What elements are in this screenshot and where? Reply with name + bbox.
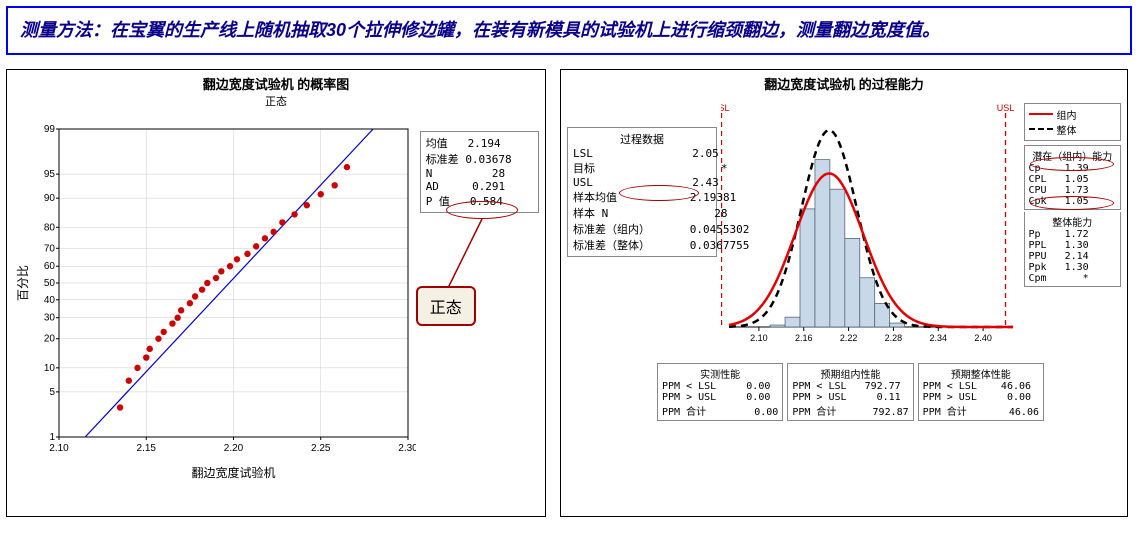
perf-title: 实测性能: [662, 366, 778, 381]
normal-callout: 正态: [416, 286, 476, 326]
curve-legend: 组内 整体: [1024, 103, 1122, 141]
svg-text:70: 70: [44, 243, 56, 254]
perf-title: 预期整体性能: [923, 366, 1039, 381]
overall-capability-box: 整体能力 Pp 1.72PPL 1.30PPU 2.14Ppk 1.30Cpm …: [1024, 212, 1122, 287]
svg-text:2.10: 2.10: [49, 443, 69, 454]
capability-panel: 翻边宽度试验机 的过程能力 过程数据 LSL 2.05目标 *USL 2.43样…: [560, 69, 1128, 517]
svg-text:20: 20: [44, 334, 56, 345]
within-capability-box: 潜在（组内）能力 Cp 1.39CPL 1.05CPU 1.73Cpk 1.05: [1024, 145, 1122, 210]
left-title: 翻边宽度试验机 的概率图: [13, 74, 539, 93]
perf-row: PPM > USL 0.00: [923, 392, 1039, 403]
svg-text:50: 50: [44, 278, 56, 289]
right-title: 翻边宽度试验机 的过程能力: [567, 74, 1121, 93]
process-data-box: 过程数据 LSL 2.05目标 *USL 2.43样本均值 2.19381样本 …: [567, 127, 717, 257]
cap-row: CPL 1.05: [1029, 174, 1117, 185]
perf-row: PPM < LSL 0.00: [662, 381, 778, 392]
svg-text:99: 99: [44, 124, 56, 135]
stat-row: 标准差 0.03678: [426, 151, 533, 167]
perf-overall: 预期整体性能PPM < LSL 46.06PPM > USL 0.00PPM 合…: [918, 363, 1044, 421]
svg-text:2.16: 2.16: [795, 333, 813, 343]
cap-row: PPL 1.30: [1029, 240, 1117, 251]
process-row: 样本均值 2.19381: [573, 189, 711, 205]
cap-row: Cpk 1.05: [1029, 196, 1117, 207]
stat-row: AD 0.291: [426, 180, 533, 193]
charts-row: 翻边宽度试验机 的概率图 正态 1 5 10 20 30 40 50 60 70 80 90 95 99…: [6, 69, 1132, 517]
perf-within: 预期组内性能PPM < LSL 792.77PPM > USL 0.11PPM …: [787, 363, 913, 421]
description-box: 测量方法：在宝翼的生产线上随机抽取30个拉伸修边罐，在装有新模具的试验机上进行缩…: [6, 6, 1132, 55]
svg-text:USL: USL: [997, 103, 1015, 113]
description-text: 测量方法：在宝翼的生产线上随机抽取30个拉伸修边罐，在装有新模具的试验机上进行缩…: [20, 20, 940, 40]
process-row: USL 2.43: [573, 176, 711, 189]
svg-text:90: 90: [44, 193, 56, 204]
legend-within: 组内: [1057, 107, 1077, 122]
legend-overall: 整体: [1057, 122, 1077, 137]
callout-text: 正态: [430, 300, 462, 317]
performance-row: 实测性能PPM < LSL 0.00PPM > USL 0.00PPM 合计 0…: [657, 363, 1121, 421]
perf-row: PPM 合计 792.87: [792, 403, 908, 418]
perf-row: PPM 合计 0.00: [662, 403, 778, 418]
svg-text:1: 1: [49, 432, 55, 443]
svg-text:60: 60: [44, 261, 56, 272]
perf-row: PPM < LSL 46.06: [923, 381, 1039, 392]
capability-svg: 2.10 2.16 2.22 2.28 2.34 2.40 LSL USL: [721, 99, 1020, 357]
svg-text:2.34: 2.34: [929, 333, 947, 343]
perf-row: PPM < LSL 792.77: [792, 381, 908, 392]
svg-text:百分比: 百分比: [16, 265, 30, 301]
svg-text:2.30: 2.30: [398, 443, 415, 454]
svg-text:95: 95: [44, 169, 56, 180]
svg-text:2.40: 2.40: [974, 333, 992, 343]
svg-text:LSL: LSL: [721, 103, 730, 113]
process-row: 标准差（组内） 0.0455302: [573, 221, 711, 237]
svg-text:80: 80: [44, 222, 56, 233]
process-row: 目标 *: [573, 160, 711, 176]
perf-row: PPM > USL 0.00: [662, 392, 778, 403]
svg-text:10: 10: [44, 363, 56, 374]
stat-row: 均值 2.194: [426, 135, 533, 151]
probability-plot-panel: 翻边宽度试验机 的概率图 正态 1 5 10 20 30 40 50 60 70 80 90 95 99…: [6, 69, 546, 517]
cap-row: PPU 2.14: [1029, 251, 1117, 262]
svg-text:2.15: 2.15: [137, 443, 157, 454]
perf-title: 预期组内性能: [792, 366, 908, 381]
svg-text:翻边宽度试验机: 翻边宽度试验机: [191, 465, 275, 480]
perf-actual: 实测性能PPM < LSL 0.00PPM > USL 0.00PPM 合计 0…: [657, 363, 783, 421]
perf-row: PPM 合计 46.06: [923, 403, 1039, 418]
stat-row: P 值 0.584: [426, 193, 533, 209]
process-title: 过程数据: [573, 131, 711, 147]
cap-row: Cpm *: [1029, 273, 1117, 284]
svg-text:2.22: 2.22: [840, 333, 858, 343]
cap-row: CPU 1.73: [1029, 185, 1117, 196]
cap-overall-title: 整体能力: [1029, 214, 1117, 229]
process-row: LSL 2.05: [573, 147, 711, 160]
svg-text:5: 5: [49, 387, 55, 398]
cap-row: Cp 1.39: [1029, 163, 1117, 174]
svg-text:2.10: 2.10: [750, 333, 768, 343]
svg-text:2.20: 2.20: [224, 443, 244, 454]
probability-plot-svg: 1 5 10 20 30 40 50 60 70 80 90 95 99 2.10 2.15 2.20 2.25…: [13, 111, 416, 491]
perf-row: PPM > USL 0.11: [792, 392, 908, 403]
svg-text:40: 40: [44, 295, 56, 306]
svg-text:2.25: 2.25: [311, 443, 331, 454]
left-stats-box: 均值 2.194 标准差 0.03678 N 28 AD 0.291 P 值 0…: [420, 131, 539, 213]
cap-row: Ppk 1.30: [1029, 262, 1117, 273]
left-subtitle: 正态: [13, 93, 539, 109]
cap-row: Pp 1.72: [1029, 229, 1117, 240]
cap-within-title: 潜在（组内）能力: [1029, 148, 1117, 163]
process-row: 标准差（整体） 0.0367755: [573, 237, 711, 253]
stat-row: N 28: [426, 167, 533, 180]
svg-text:30: 30: [44, 313, 56, 324]
process-row: 样本 N 28: [573, 205, 711, 221]
svg-text:2.28: 2.28: [885, 333, 903, 343]
